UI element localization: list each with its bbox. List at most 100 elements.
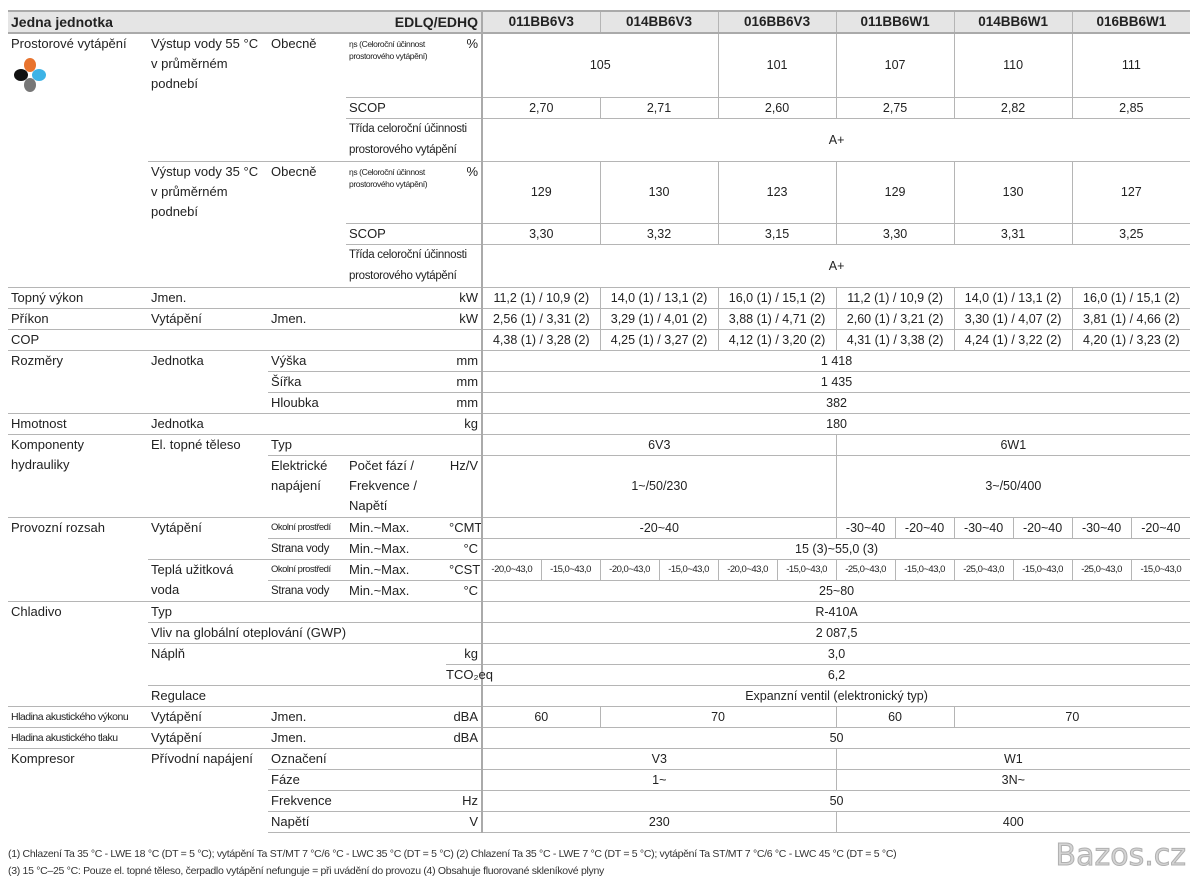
row-label: Hmotnost bbox=[8, 412, 148, 434]
value-cell: -20,0~43,0 bbox=[717, 558, 778, 580]
header-row: Jedna jednotka EDLQ/EDHQ 011BB6V3 014BB6… bbox=[8, 10, 1191, 34]
value-cell: -15,0~43,0 bbox=[1012, 558, 1073, 580]
value-cell: 382 bbox=[481, 391, 1191, 413]
spec-table: Jedna jednotka EDLQ/EDHQ 011BB6V3 014BB6… bbox=[8, 10, 1191, 833]
footnote: (1) Chlazení Ta 35 °C - LWE 18 °C (DT = … bbox=[8, 848, 897, 860]
value-cell: -15,0~43,0 bbox=[894, 558, 955, 580]
model-header: 011BB6V3 bbox=[481, 10, 601, 34]
value-cell: -15,0~43,0 bbox=[1130, 558, 1191, 580]
table-row: Vliv na globální oteplování (GWP) 2 087,… bbox=[8, 621, 1191, 643]
row-label: Provozní rozsah bbox=[8, 516, 148, 601]
value-cell: 1~ bbox=[481, 768, 837, 790]
unit: V bbox=[446, 810, 484, 833]
class-label: Třída celoroční účinnosti prostorového v… bbox=[346, 243, 484, 287]
row-sublabel: Frekvence bbox=[268, 789, 447, 811]
value-cell: 111 bbox=[1071, 32, 1191, 97]
water-side-label: Strana vody bbox=[268, 537, 347, 559]
unit: °C bbox=[446, 537, 484, 559]
table-row: SCOP 3,30 3,32 3,15 3,30 3,31 3,25 bbox=[8, 222, 1191, 244]
row-sublabel: Počet fází / Frekvence / Napětí bbox=[346, 454, 447, 517]
value-cell: 2,60 (1) / 3,21 (2) bbox=[835, 307, 955, 329]
value-cell: 3,25 bbox=[1071, 222, 1191, 244]
table-row: Příkon Vytápění Jmen. kW 2,56 (1) / 3,31… bbox=[8, 307, 1191, 329]
class-label: Třída celoroční účinnosti prostorového v… bbox=[346, 117, 484, 161]
value-cell: 3,15 bbox=[717, 222, 837, 244]
value-cell: 2 087,5 bbox=[481, 621, 1191, 643]
row-sublabel: Typ bbox=[268, 433, 447, 455]
value-cell: 3,30 bbox=[481, 222, 601, 244]
table-row: SCOP 2,70 2,71 2,60 2,75 2,82 2,85 bbox=[8, 96, 1191, 118]
unit: kW bbox=[446, 307, 484, 329]
row-label: Hladina akustického tlaku bbox=[8, 726, 148, 748]
value-cell: 4,31 (1) / 3,38 (2) bbox=[835, 328, 955, 350]
value-cell: V3 bbox=[481, 747, 837, 769]
value-cell: -15,0~43,0 bbox=[776, 558, 837, 580]
value-cell: A+ bbox=[481, 117, 1191, 161]
daikin-seasonal-icon bbox=[14, 58, 46, 92]
water-side-label: Strana vody bbox=[268, 579, 347, 601]
value-cell: 2,71 bbox=[599, 96, 719, 118]
table-row: Náplň kg 3,0 bbox=[8, 642, 1191, 685]
row-label: Příkon bbox=[8, 307, 148, 329]
value-cell: -20~40 bbox=[481, 516, 837, 538]
row-label: Prostorové vytápění bbox=[8, 32, 148, 287]
row-sublabel: Jmen. bbox=[268, 726, 447, 748]
value-cell: 70 bbox=[953, 705, 1191, 727]
unit: kg bbox=[446, 412, 484, 434]
row-sublabel: Výška bbox=[268, 349, 447, 371]
general-label: Obecně bbox=[268, 160, 347, 287]
value-cell: 3,30 bbox=[835, 222, 955, 244]
unit: mm bbox=[446, 349, 484, 371]
minmax-label: Min.~Max. bbox=[346, 537, 447, 559]
unit: °C bbox=[446, 579, 484, 601]
row-sublabel: Náplň bbox=[148, 642, 447, 685]
value-cell: 180 bbox=[481, 412, 1191, 434]
unit: % bbox=[446, 32, 484, 97]
value-cell: A+ bbox=[481, 243, 1191, 287]
value-cell: 70 bbox=[599, 705, 837, 727]
value-cell: 3,32 bbox=[599, 222, 719, 244]
value-cell: 129 bbox=[481, 160, 601, 223]
value-cell: 50 bbox=[481, 789, 1191, 811]
row-label: Rozměry bbox=[8, 349, 148, 413]
value-cell: 1 435 bbox=[481, 370, 1191, 392]
row-sublabel: Regulace bbox=[148, 684, 484, 706]
table-row: Prostorové vytápění Výstup vody 55 °C v … bbox=[8, 32, 1191, 287]
unit: dBA bbox=[446, 705, 484, 727]
value-cell: 2,75 bbox=[835, 96, 955, 118]
unit: TCO₂eq bbox=[446, 663, 493, 685]
table-row: TCO₂eq 6,2 bbox=[8, 663, 1191, 685]
row-sublabel: Přívodní napájení bbox=[148, 747, 268, 790]
value-cell: 2,85 bbox=[1071, 96, 1191, 118]
ambient-label: Okolní prostředí bbox=[268, 516, 347, 538]
value-cell: 110 bbox=[953, 32, 1073, 97]
value-cell: 123 bbox=[717, 160, 837, 223]
value-cell: -25,0~43,0 bbox=[1071, 558, 1132, 580]
model-header: 014BB6V3 bbox=[599, 10, 719, 34]
value-cell: 230 bbox=[481, 810, 837, 833]
unit: dBA bbox=[446, 726, 484, 748]
table-row: Šířka mm 1 435 bbox=[8, 370, 1191, 392]
model-header: 014BB6W1 bbox=[953, 10, 1073, 34]
row-label: Topný výkon bbox=[8, 286, 148, 308]
table-row: Frekvence Hz 50 bbox=[8, 789, 1191, 811]
value-cell: -30~40 bbox=[835, 516, 896, 538]
value-cell: 3N~ bbox=[835, 768, 1191, 790]
row-sublabel: Šířka bbox=[268, 370, 447, 392]
value-cell: 16,0 (1) / 15,1 (2) bbox=[1071, 286, 1191, 308]
table-row: Teplá užitková voda Okolní prostředí Min… bbox=[8, 558, 1191, 601]
row-sublabel: Vytápění bbox=[148, 307, 268, 329]
minmax-label: Min.~Max. bbox=[346, 558, 447, 580]
eta-label: ηs (Celoroční účinnost prostorového vytá… bbox=[349, 39, 428, 61]
value-cell: -15,0~43,0 bbox=[658, 558, 719, 580]
value-cell: 3,81 (1) / 4,66 (2) bbox=[1071, 307, 1191, 329]
table-row: Hmotnost Jednotka kg 180 bbox=[8, 412, 1191, 434]
table-row: Hladina akustického výkonu Vytápění Jmen… bbox=[8, 705, 1191, 727]
row-label: Hladina akustického výkonu bbox=[8, 705, 148, 727]
model-header: 016BB6V3 bbox=[717, 10, 837, 34]
value-cell: 2,70 bbox=[481, 96, 601, 118]
lwt35-label: Výstup vody 35 °C v průměrném podnebí bbox=[148, 160, 268, 287]
model-family: EDLQ/EDHQ bbox=[346, 10, 484, 34]
row-sublabel: Vytápění bbox=[148, 705, 268, 727]
row-sublabel: Vliv na globální oteplování (GWP) bbox=[148, 621, 484, 643]
